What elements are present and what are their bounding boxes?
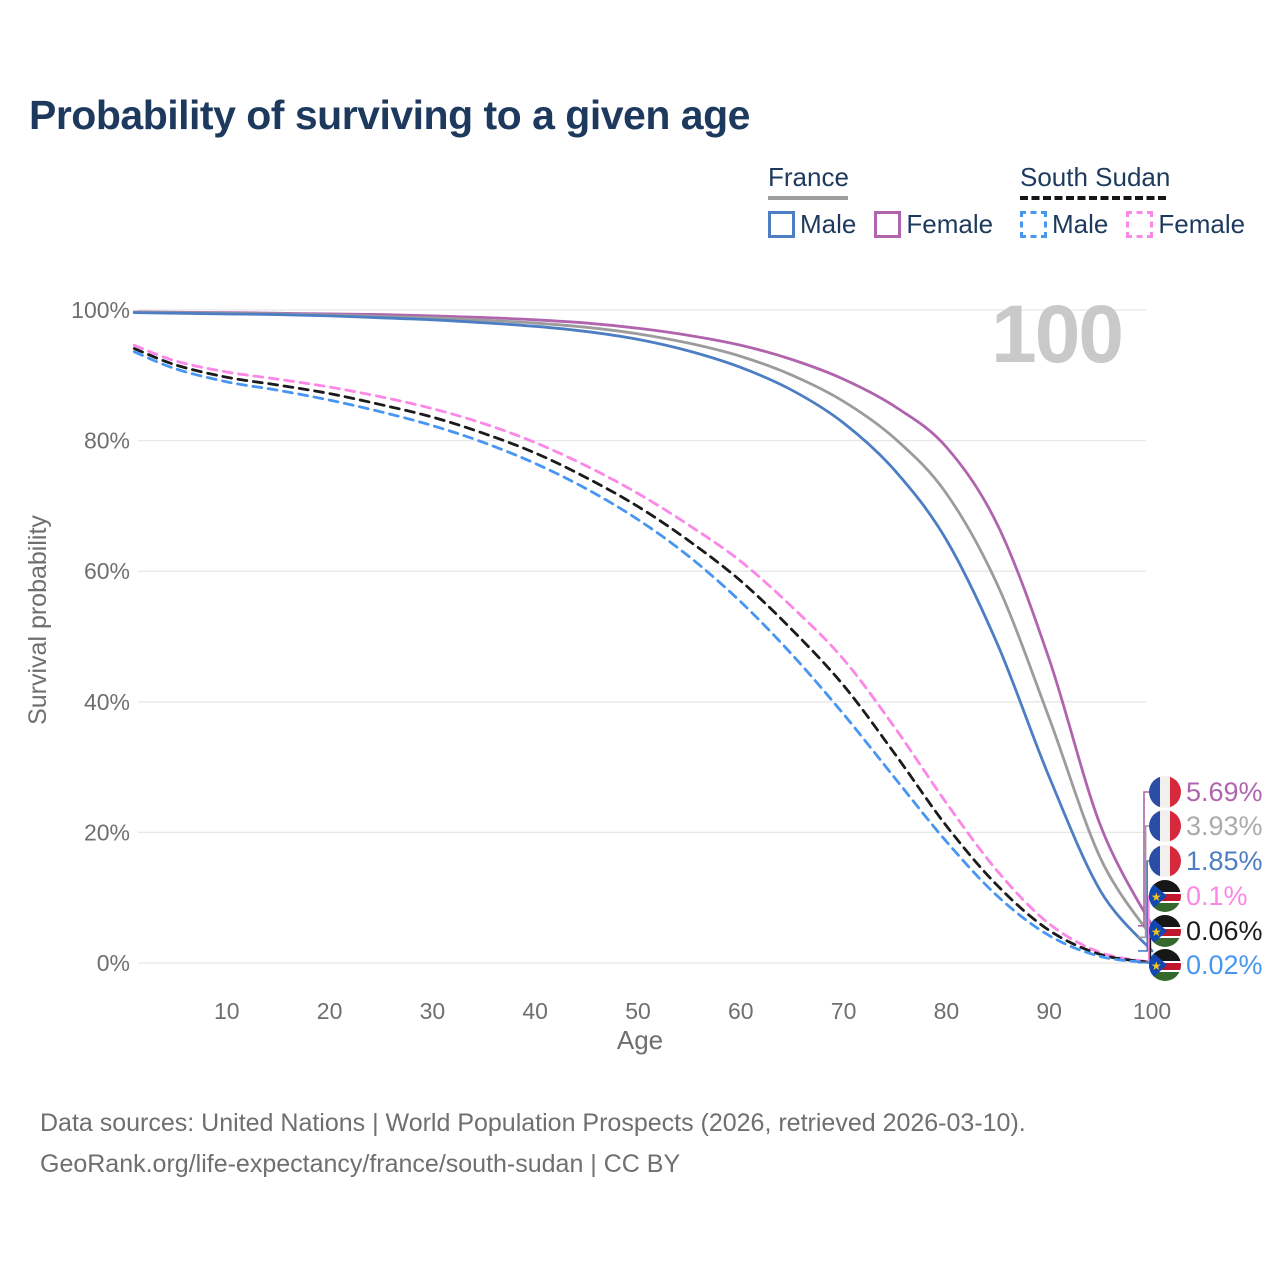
south-sudan-flag-icon [1149,915,1181,947]
end-label-france-male: 1.85% [1186,846,1263,876]
legend-label-france-female: Female [906,209,994,239]
curve-south-sudan-male [132,350,1154,965]
legend-france-name: France [768,162,849,192]
legend-item-south-sudan-male: Male [1020,209,1108,240]
x-tick-label: 70 [831,998,857,1024]
y-tick-label: 0% [97,950,130,976]
x-tick-label: 10 [214,998,240,1024]
x-tick-label: 90 [1036,998,1062,1024]
south-sudan-female-swatch-icon [1126,211,1154,238]
legend-label-france-male: Male [800,209,857,239]
end-label-france-total: 3.93% [1186,811,1263,841]
y-tick-label: 60% [84,558,130,584]
france-female-swatch-icon [874,211,902,238]
x-tick-label: 20 [317,998,343,1024]
connector-3.93% [1138,825,1152,939]
survival-curves [132,310,1154,965]
data-sources-text: Data sources: United Nations | World Pop… [40,1109,1026,1137]
y-tick-label: 100% [71,297,130,323]
gridlines [138,309,1146,964]
south-sudan-male-swatch-icon [1020,211,1047,238]
connector-5.69% [1138,791,1152,927]
y-tick-label: 80% [84,428,130,454]
france-male-swatch-icon [768,211,795,238]
legend-south-sudan-name: South Sudan [1020,162,1171,192]
x-tick-label: 30 [420,998,446,1024]
legend-item-south-sudan-female: Female [1126,209,1245,240]
end-label-south-sudan-female: 0.1% [1186,881,1248,911]
x-tick-label: 100 [1133,998,1171,1024]
legend-group-france: France Male Female [768,162,993,240]
south-sudan-flag-icon [1149,880,1181,912]
france-flag-icon [1149,776,1181,808]
x-tick-label: 60 [728,998,754,1024]
legend-group-south-sudan: South Sudan Male Female [1020,162,1245,240]
y-axis-title: Survival probability [24,515,52,725]
end-label-france-female: 5.69% [1186,777,1263,807]
x-tick-label: 50 [625,998,651,1024]
age-watermark: 100 [991,289,1122,380]
curve-south-sudan-total [132,347,1154,965]
page-title: Probability of surviving to a given age [29,92,750,138]
curve-france-female [132,310,1154,928]
legend-south-sudan-total-line-swatch [1020,196,1166,200]
x-axis-tick-labels: 10 20 30 40 50 60 70 80 90 100 [214,998,1171,1024]
legend-item-france-male: Male [768,209,856,240]
x-tick-label: 40 [522,998,548,1024]
y-tick-label: 40% [84,689,130,715]
curve-france-male [132,311,1154,953]
end-labels: 5.69% 3.93% 1.85% 0.1% 0.06% 0.02% [1149,776,1263,981]
y-tick-label: 20% [84,819,130,845]
curve-france-total [132,310,1154,939]
x-tick-label: 80 [934,998,960,1024]
curve-south-sudan-female [132,343,1154,964]
france-flag-icon [1149,845,1181,877]
x-axis-title: Age [617,1025,663,1055]
end-label-south-sudan-total: 0.06% [1186,916,1263,946]
legend-item-france-female: Female [874,209,993,240]
legend-france-total-line-swatch [768,196,848,200]
south-sudan-flag-icon [1149,949,1181,981]
legend-label-south-sudan-female: Female [1158,209,1246,239]
france-flag-icon [1149,810,1181,842]
end-label-south-sudan-male: 0.02% [1186,950,1263,980]
footer: Data sources: United Nations | World Pop… [40,1103,1026,1185]
legend-label-south-sudan-male: Male [1052,209,1109,239]
y-axis-tick-labels: 0% 20% 40% 60% 80% 100% [71,297,130,976]
attribution-link-text: GeoRank.org/life-expectancy/france/south… [40,1150,681,1178]
